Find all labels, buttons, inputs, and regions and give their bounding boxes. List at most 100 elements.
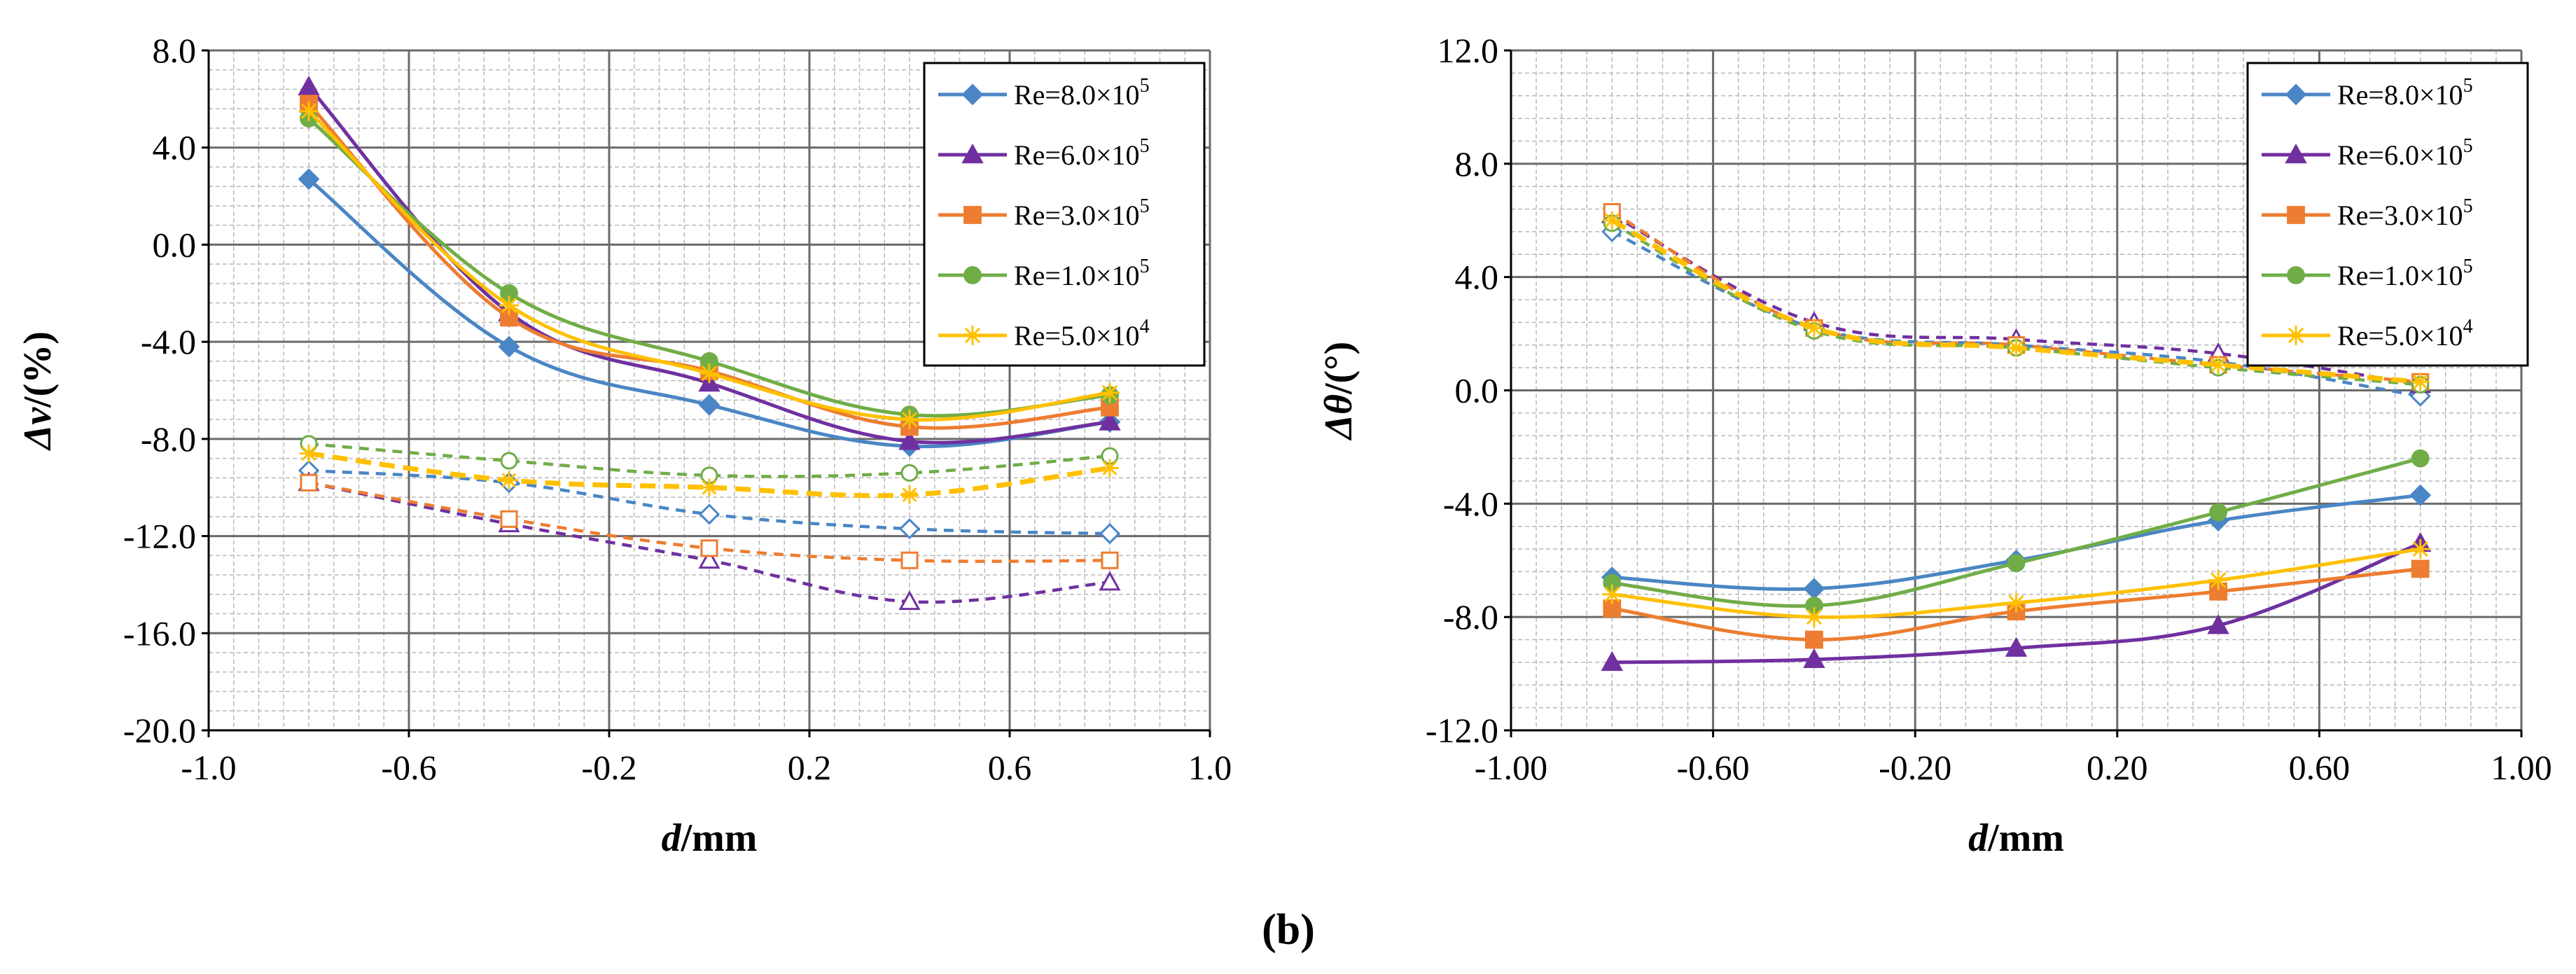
left-chart-series-1-hollow-point-3 — [898, 590, 921, 611]
left-chart-legend-marker-0 — [961, 83, 984, 106]
left-chart-series-2-hollow-point-1 — [500, 510, 518, 528]
left-chart-legend-label-1-base: Re=6.0×10 — [1014, 139, 1140, 171]
left-chart-legend-label-3: Re=1.0×105 — [1014, 256, 1150, 291]
right-chart-series-3-filled-point-2 — [2007, 554, 2026, 573]
right-chart-legend-label-0: Re=8.0×105 — [2337, 75, 2473, 111]
right-chart-series-4-filled-point-0 — [1602, 584, 1622, 604]
right-chart-legend-label-4-exponent: 4 — [2463, 316, 2473, 338]
left-chart-series-0 — [298, 168, 1121, 545]
right-chart-y-axis-symbol: Δθ — [1317, 394, 1360, 440]
right-chart-legend-marker-2 — [2287, 206, 2305, 224]
right-chart-legend-label-2: Re=3.0×105 — [2337, 195, 2473, 231]
left-chart-legend-label-3-base: Re=1.0×10 — [1014, 260, 1140, 291]
right-chart-x-tick-label: -0.20 — [1879, 748, 1951, 787]
left-chart-series-4-filled-point-2-stroke-3 — [701, 366, 718, 382]
left-chart-series-4-filled-point-4-stroke-3 — [1101, 384, 1118, 401]
left-chart-series-1-filled-point-4 — [1099, 410, 1121, 431]
left-chart-legend-marker-1 — [961, 143, 984, 164]
left-chart-x-tick-label: 0.6 — [988, 748, 1032, 787]
left-chart-series-4-hollow-point-0 — [300, 444, 318, 463]
right-chart-series-0-filled-point-4 — [2409, 484, 2432, 506]
right-chart-legend-label-1-base: Re=6.0×10 — [2337, 139, 2463, 171]
right-chart-legend-label-0-exponent: 5 — [2463, 75, 2473, 97]
left-chart-y-axis-unit: /(%) — [16, 331, 60, 408]
right-chart-x-axis-symbol: d — [1968, 816, 1989, 860]
left-chart-series-4 — [299, 101, 1120, 504]
left-chart-series-0-filled-point-1 — [498, 335, 520, 358]
left-chart-legend-label-3-exponent: 5 — [1140, 256, 1150, 277]
right-chart-legend-label-4: Re=5.0×104 — [2337, 316, 2473, 352]
right-chart-legend-marker-0 — [2285, 83, 2307, 106]
left-chart-series-4-solid-line — [307, 109, 1111, 422]
left-chart-y-tick-label: -8.0 — [141, 419, 196, 459]
left-chart-legend-label-4-base: Re=5.0×10 — [1014, 320, 1140, 352]
right-chart-series-1-filled-point-2 — [2005, 636, 2028, 657]
right-chart-series-4-hollow-point-4-stroke-3 — [2413, 374, 2428, 389]
left-chart-legend-marker-3 — [963, 266, 982, 284]
left-chart-series-4-hollow-point-2-stroke-3 — [702, 480, 717, 495]
right-chart-y-axis-title: Δθ/(°) — [1317, 342, 1360, 440]
right-chart-y-tick-label: 0.0 — [1455, 371, 1499, 410]
right-chart-series-4-filled-point-1-stroke-3 — [1806, 609, 1823, 625]
left-chart-series-4-filled-point-0 — [299, 101, 319, 121]
left-chart-legend-label-0-exponent: 5 — [1140, 75, 1150, 97]
left-chart-x-axis-title: d/mm — [662, 816, 758, 860]
right-chart-series-4-hollow-point-3 — [2209, 356, 2228, 375]
left-chart-series-0-filled-point-0 — [298, 168, 320, 190]
left-chart-x-axis-symbol: d — [662, 816, 682, 860]
right-chart-series-2-filled-point-1 — [1805, 630, 1823, 649]
left-chart-series-1-hollow-point-4 — [1099, 571, 1121, 591]
left-chart-series-2-hollow-point-3 — [900, 551, 919, 569]
right-chart-series-4-hollow-point-0-stroke-3 — [1604, 213, 1620, 228]
left-chart-legend-label-4-exponent: 4 — [1140, 316, 1150, 338]
left-chart-series-4-hollow-point-3-stroke-3 — [902, 487, 917, 503]
right-chart-x-tick-label: -0.60 — [1677, 748, 1750, 787]
right-chart-legend-label-2-base: Re=3.0×10 — [2337, 200, 2463, 231]
left-chart-y-axis-title: Δv/(%) — [16, 331, 60, 451]
left-chart-series-4-hollow-point-2 — [700, 478, 718, 497]
left-chart-x-tick-label: -0.2 — [581, 748, 636, 787]
right-chart-series-3-dashed-line — [1611, 221, 2421, 387]
left-chart-x-tick-label: 1.0 — [1188, 748, 1232, 787]
left-chart-series-4-hollow-point-4-stroke-3 — [1102, 461, 1118, 475]
right-chart-legend-label-0-base: Re=8.0×10 — [2337, 79, 2463, 111]
right-chart-x-tick-label: 0.60 — [2289, 748, 2351, 787]
left-chart-series-group — [298, 75, 1121, 611]
right-chart-legend-label-4-base: Re=5.0×10 — [2337, 320, 2463, 352]
left-chart-series-4-filled-point-0-stroke-3 — [300, 103, 317, 119]
left-chart-y-tick-label: 4.0 — [153, 128, 197, 167]
right-chart-y-tick-label: 4.0 — [1455, 258, 1499, 297]
left-chart-series-0-hollow-point-3 — [898, 518, 921, 540]
left-chart-legend-label-2-base: Re=3.0×10 — [1014, 200, 1140, 231]
right-chart-legend-label-3: Re=1.0×105 — [2337, 256, 2473, 291]
left-chart-series-4-hollow-point-1 — [500, 471, 518, 489]
left-chart-x-axis-unit: /mm — [681, 816, 758, 860]
right-chart-series-4-filled-point-0-stroke-3 — [1604, 586, 1620, 602]
left-chart-legend-label-2: Re=3.0×105 — [1014, 195, 1150, 231]
right-chart-y-axis-unit: /(°) — [1317, 342, 1360, 395]
right-chart-series-4-hollow-point-2 — [2007, 338, 2026, 357]
right-chart-series-1-filled-point-1 — [1803, 648, 1825, 669]
left-chart-legend-label-1-exponent: 5 — [1140, 135, 1150, 157]
left-chart-y-axis-symbol: Δv — [16, 407, 60, 451]
right-chart-series-group — [1601, 203, 2432, 672]
right-chart-series-4-hollow-point-4 — [2411, 373, 2430, 391]
right-chart-series-4-filled-point-2-stroke-3 — [2008, 594, 2024, 611]
right-chart-x-tick-label: -1.00 — [1475, 748, 1547, 787]
right-chart-x-tick-label: 1.00 — [2491, 748, 2552, 787]
right-chart-legend-marker-1 — [2285, 143, 2307, 164]
right-chart-y-tick-label: 12.0 — [1437, 31, 1499, 70]
left-chart-series-4-filled-point-4 — [1100, 382, 1120, 403]
right-chart-series-1-filled-point-0 — [1601, 651, 1623, 672]
right-chart-legend-label-1: Re=6.0×105 — [2337, 135, 2473, 171]
left-chart-series-4-hollow-point-4 — [1101, 459, 1119, 478]
right-chart-series-4-filled-point-4 — [2410, 539, 2430, 559]
left-chart-series-3 — [300, 109, 1119, 485]
right-chart-series-4-filled-point-3 — [2208, 570, 2229, 590]
right-chart-y-tick-label: -12.0 — [1426, 711, 1498, 750]
right-chart-series-4-hollow-point-0 — [1603, 211, 1622, 230]
right-chart-series-4-filled-point-2 — [2006, 592, 2026, 613]
right-chart-series-4-filled-point-3-stroke-3 — [2210, 572, 2227, 588]
left-chart-legend-marker-4-stroke-3 — [964, 327, 981, 344]
right-chart-series-3-filled-point-3 — [2209, 503, 2228, 522]
